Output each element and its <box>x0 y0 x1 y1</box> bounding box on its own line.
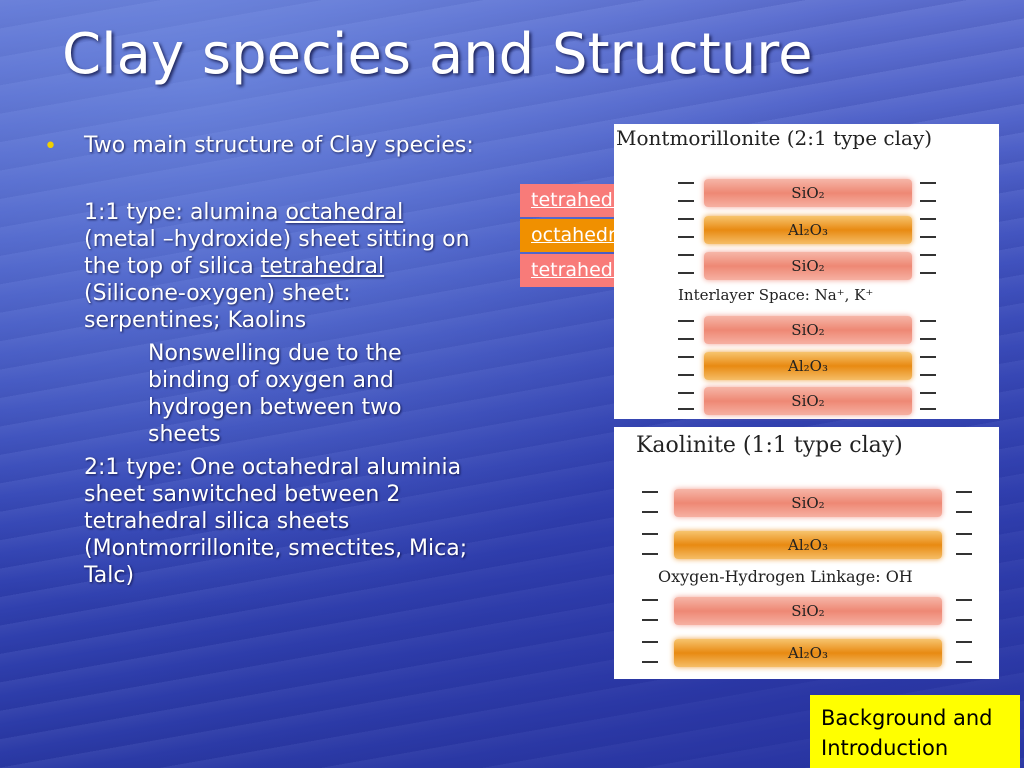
charge-dash <box>920 236 936 238</box>
charge-dash <box>920 272 936 274</box>
montmorillonite-title: Montmorillonite (2:1 type clay) <box>616 126 933 150</box>
type-21-paragraph: 2:1 type: One octahedral aluminia sheet … <box>84 455 468 588</box>
tetrahedral-term: tetrahedral <box>260 254 385 279</box>
section-note-line-1: Background and <box>821 706 993 730</box>
charge-dash <box>678 320 694 322</box>
charge-dash <box>642 533 658 535</box>
slide-body: Two main structure of Clay species: 1:1 … <box>84 132 479 589</box>
charge-dash <box>956 511 972 513</box>
charge-dash <box>956 661 972 663</box>
charge-dash <box>678 182 694 184</box>
mont-layer-3: SiO₂ <box>704 252 912 280</box>
charge-dash <box>956 533 972 535</box>
charge-dash <box>920 374 936 376</box>
charge-dash <box>956 619 972 621</box>
charge-dash <box>920 182 936 184</box>
kaolinite-title: Kaolinite (1:1 type clay) <box>636 433 903 458</box>
kaol-layer-1: SiO₂ <box>674 489 942 517</box>
charge-dash <box>920 200 936 202</box>
mont-layer-5: Al₂O₃ <box>704 352 912 380</box>
mont-layer-6: SiO₂ <box>704 387 912 415</box>
charge-dash <box>678 272 694 274</box>
charge-dash <box>920 356 936 358</box>
charge-dash <box>642 661 658 663</box>
charge-dash <box>678 408 694 410</box>
charge-dash <box>642 641 658 643</box>
charge-dash <box>678 356 694 358</box>
nonswelling-text: Nonswelling due to the binding of oxygen… <box>148 341 402 447</box>
mont-layer-1: SiO₂ <box>704 179 912 207</box>
charge-dash <box>956 599 972 601</box>
montmorillonite-diagram: Montmorillonite (2:1 type clay) SiO₂ Al₂… <box>614 124 999 419</box>
kaol-layer-4: Al₂O₃ <box>674 639 942 667</box>
type-11-paragraph: 1:1 type: alumina octahedral (metal –hyd… <box>84 200 470 333</box>
kaol-layer-3: SiO₂ <box>674 597 942 625</box>
charge-dash <box>920 392 936 394</box>
charge-dash <box>678 218 694 220</box>
charge-dash <box>920 254 936 256</box>
interlayer-label: Interlayer Space: Na⁺, K⁺ <box>678 286 874 304</box>
charge-dash <box>678 200 694 202</box>
charge-dash <box>920 218 936 220</box>
charge-dash <box>678 374 694 376</box>
octahedral-label: octahedral <box>520 219 664 252</box>
charge-dash <box>956 553 972 555</box>
charge-dash <box>956 641 972 643</box>
charge-dash <box>956 491 972 493</box>
kaol-layer-2: Al₂O₃ <box>674 531 942 559</box>
charge-dash <box>920 320 936 322</box>
charge-dash <box>920 338 936 340</box>
section-note-line-2: Introduction <box>821 736 949 760</box>
charge-dash <box>678 392 694 394</box>
slide-title: Clay species and Structure <box>62 22 813 87</box>
intro-text: Two main structure of Clay species: <box>84 133 474 158</box>
charge-dash <box>642 553 658 555</box>
octahedral-term: octahedral <box>285 200 404 225</box>
mont-layer-2: Al₂O₃ <box>704 216 912 244</box>
charge-dash <box>920 408 936 410</box>
charge-dash <box>678 338 694 340</box>
kaolinite-diagram: Kaolinite (1:1 type clay) SiO₂ Al₂O₃ Oxy… <box>614 427 999 679</box>
charge-dash <box>642 599 658 601</box>
charge-dash <box>678 236 694 238</box>
charge-dash <box>678 254 694 256</box>
charge-dash <box>642 511 658 513</box>
mont-layer-4: SiO₂ <box>704 316 912 344</box>
bullet-icon: • <box>44 134 57 159</box>
charge-dash <box>642 619 658 621</box>
charge-dash <box>642 491 658 493</box>
section-note-box: Background and Introduction <box>810 695 1020 768</box>
linkage-label: Oxygen-Hydrogen Linkage: OH <box>658 567 913 586</box>
